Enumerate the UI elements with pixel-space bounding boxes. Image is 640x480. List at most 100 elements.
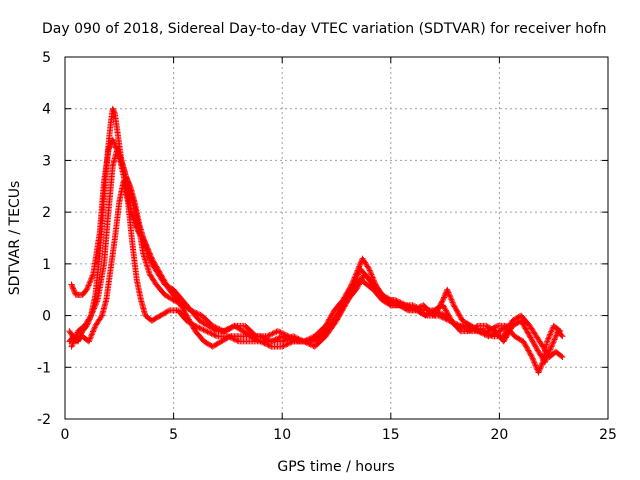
- data-point: [162, 280, 169, 287]
- data-point: [153, 264, 160, 271]
- data-point: [339, 303, 346, 310]
- data-point: [444, 286, 451, 293]
- data-point: [481, 329, 488, 336]
- data-point: [526, 350, 533, 357]
- data-point: [536, 366, 543, 373]
- data-point: [111, 140, 118, 147]
- data-point: [92, 302, 99, 309]
- data-point: [281, 337, 288, 344]
- data-point: [266, 331, 273, 338]
- data-point: [557, 328, 564, 335]
- data-point: [434, 307, 441, 314]
- data-point: [443, 316, 450, 323]
- data-point: [500, 333, 507, 340]
- data-point: [552, 335, 559, 342]
- data-point: [453, 307, 460, 314]
- data-point: [114, 147, 121, 154]
- data-point: [264, 341, 271, 348]
- data-point: [409, 305, 416, 312]
- data-point: [445, 289, 452, 296]
- data-point: [354, 272, 361, 279]
- data-point: [523, 326, 530, 333]
- data-point: [228, 324, 235, 331]
- data-point: [530, 356, 537, 363]
- data-point: [401, 301, 408, 308]
- data-point: [150, 258, 157, 265]
- data-point: [405, 303, 412, 310]
- data-point: [155, 267, 162, 274]
- data-point: [548, 327, 555, 334]
- data-point: [332, 316, 339, 323]
- data-point: [69, 282, 76, 289]
- data-point: [530, 339, 537, 346]
- data-point: [522, 342, 529, 349]
- y-tick-label: 5: [42, 50, 51, 66]
- data-point: [447, 293, 454, 300]
- data-point: [275, 335, 282, 342]
- data-point: [523, 343, 530, 350]
- data-point: [441, 315, 448, 322]
- data-point: [89, 309, 96, 316]
- data-point: [87, 313, 94, 320]
- data-point: [352, 277, 359, 284]
- data-point: [287, 333, 294, 340]
- data-point: [347, 288, 354, 295]
- data-point: [307, 338, 314, 345]
- data-point: [90, 306, 97, 313]
- data-point: [114, 148, 121, 155]
- data-point: [272, 329, 279, 336]
- data-point: [549, 342, 556, 349]
- data-point: [69, 342, 76, 349]
- data-point: [455, 322, 462, 329]
- data-point: [450, 302, 457, 309]
- data-point: [520, 321, 527, 328]
- data-point: [556, 327, 563, 334]
- data-point: [553, 332, 560, 339]
- data-point: [433, 308, 440, 315]
- data-point: [335, 310, 342, 317]
- data-point: [164, 284, 171, 291]
- data-point: [283, 341, 290, 348]
- data-point: [453, 320, 460, 327]
- data-point: [457, 313, 464, 320]
- data-point: [547, 346, 554, 353]
- data-point: [208, 330, 215, 337]
- data-point: [86, 337, 93, 344]
- data-point: [285, 340, 292, 347]
- data-point: [211, 331, 218, 338]
- data-point: [528, 353, 535, 360]
- x-tick-label: 15: [382, 427, 400, 443]
- data-point: [90, 328, 97, 335]
- plot-frame: [64, 56, 609, 420]
- data-point: [329, 311, 336, 318]
- data-point: [415, 308, 422, 315]
- data-point: [355, 270, 362, 277]
- data-point: [334, 311, 341, 318]
- data-point: [358, 276, 365, 283]
- data-point: [502, 329, 509, 336]
- data-point: [366, 266, 373, 273]
- data-point: [350, 282, 357, 289]
- data-point: [311, 336, 318, 343]
- y-axis-label: SDTVAR / TECUs: [7, 181, 23, 296]
- data-point: [331, 318, 338, 325]
- data-point: [528, 335, 535, 342]
- data-point: [274, 328, 281, 335]
- data-point: [270, 330, 277, 337]
- data-point: [283, 331, 290, 338]
- data-point: [444, 311, 451, 318]
- y-tick-label: 0: [42, 309, 51, 325]
- data-point: [356, 263, 363, 270]
- data-point: [333, 314, 340, 321]
- data-point: [440, 295, 447, 302]
- data-point: [501, 331, 508, 338]
- data-point: [544, 338, 551, 345]
- data-point: [347, 289, 354, 296]
- data-point: [400, 300, 407, 307]
- data-point: [461, 324, 468, 331]
- data-point: [559, 353, 566, 360]
- data-point: [526, 348, 533, 355]
- data-point: [84, 285, 91, 292]
- data-point: [315, 334, 322, 341]
- data-point: [527, 351, 534, 358]
